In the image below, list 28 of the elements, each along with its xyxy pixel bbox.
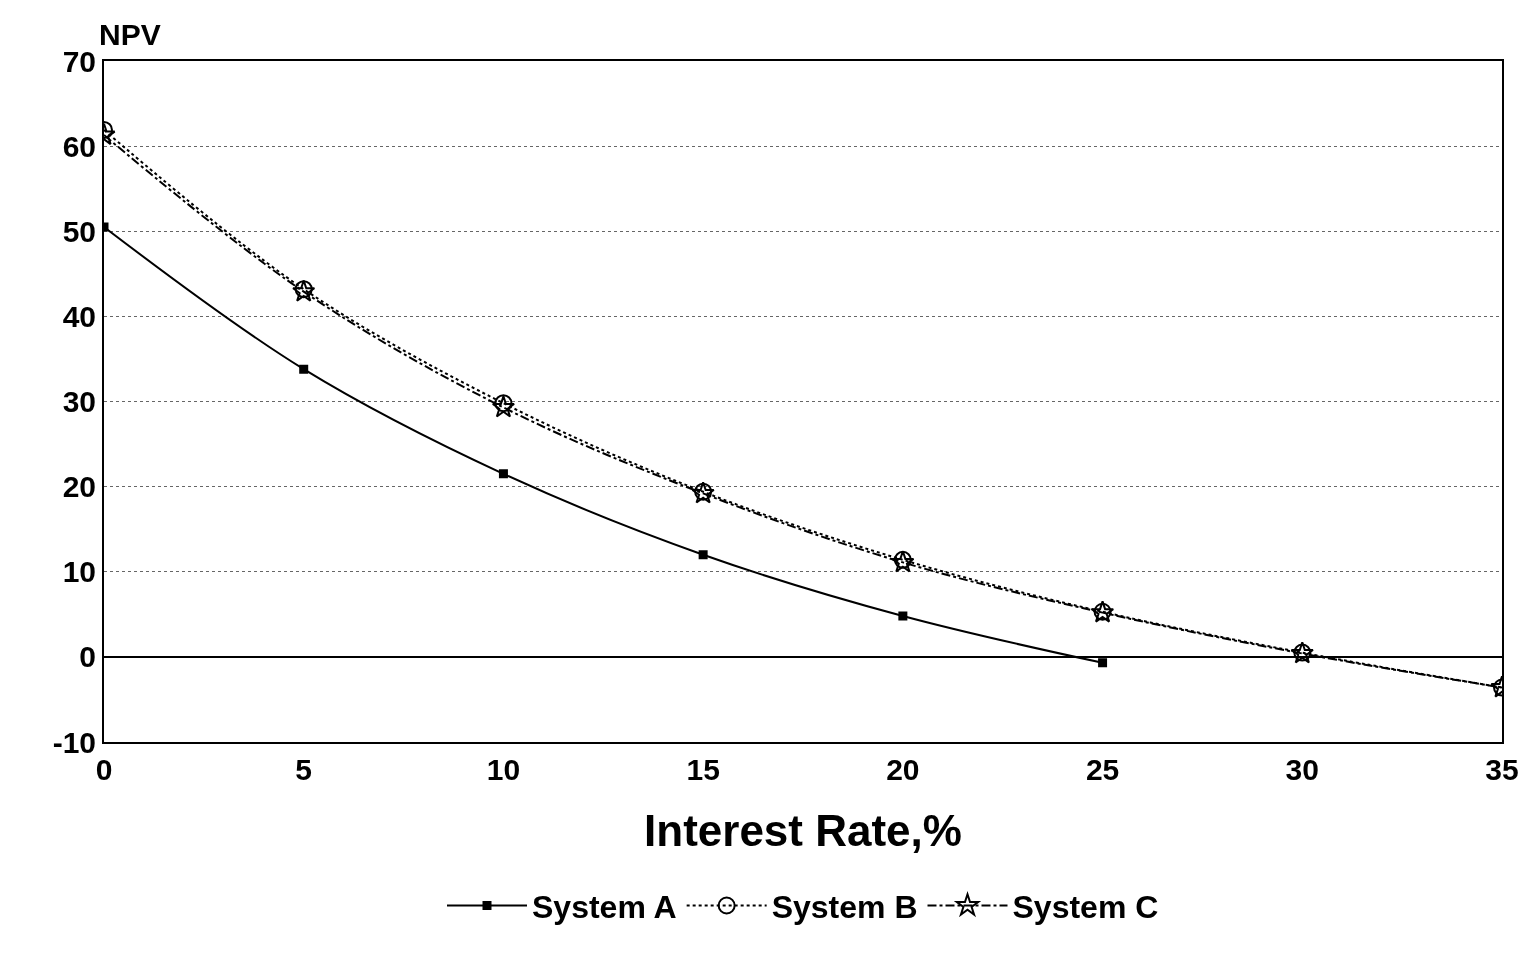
y-axis-title: NPV: [99, 18, 161, 51]
point: [698, 550, 708, 560]
y-tick-label: 40: [62, 299, 96, 333]
y-tick-label: 70: [62, 44, 96, 78]
y-tick-label: -10: [52, 725, 96, 759]
point: [898, 611, 908, 621]
y-tick-label: 0: [79, 640, 96, 674]
y-tick-label: 20: [62, 470, 96, 504]
point: [498, 469, 508, 479]
y-tick-label: 50: [62, 214, 96, 248]
legend-label: System A: [532, 888, 677, 925]
y-tick-label: 10: [62, 555, 96, 589]
x-tick-label: 30: [1285, 753, 1319, 786]
legend-label: System C: [1012, 888, 1159, 925]
y-tick-label: 30: [62, 385, 96, 418]
x-tick-label: 10: [486, 753, 521, 786]
point: [491, 395, 516, 418]
x-tick-label: 5: [295, 753, 313, 786]
legend-label: System B: [771, 888, 918, 925]
point: [1098, 658, 1108, 668]
x-tick-label: 35: [1485, 753, 1519, 786]
point: [299, 364, 309, 374]
x-axis-title: Interest Rate,%: [644, 805, 962, 855]
y-tick-label: 60: [62, 129, 96, 163]
x-tick-label: 25: [1085, 753, 1120, 786]
x-tick-label: 15: [686, 753, 720, 786]
point: [494, 394, 513, 413]
x-tick-label: 20: [886, 753, 920, 786]
